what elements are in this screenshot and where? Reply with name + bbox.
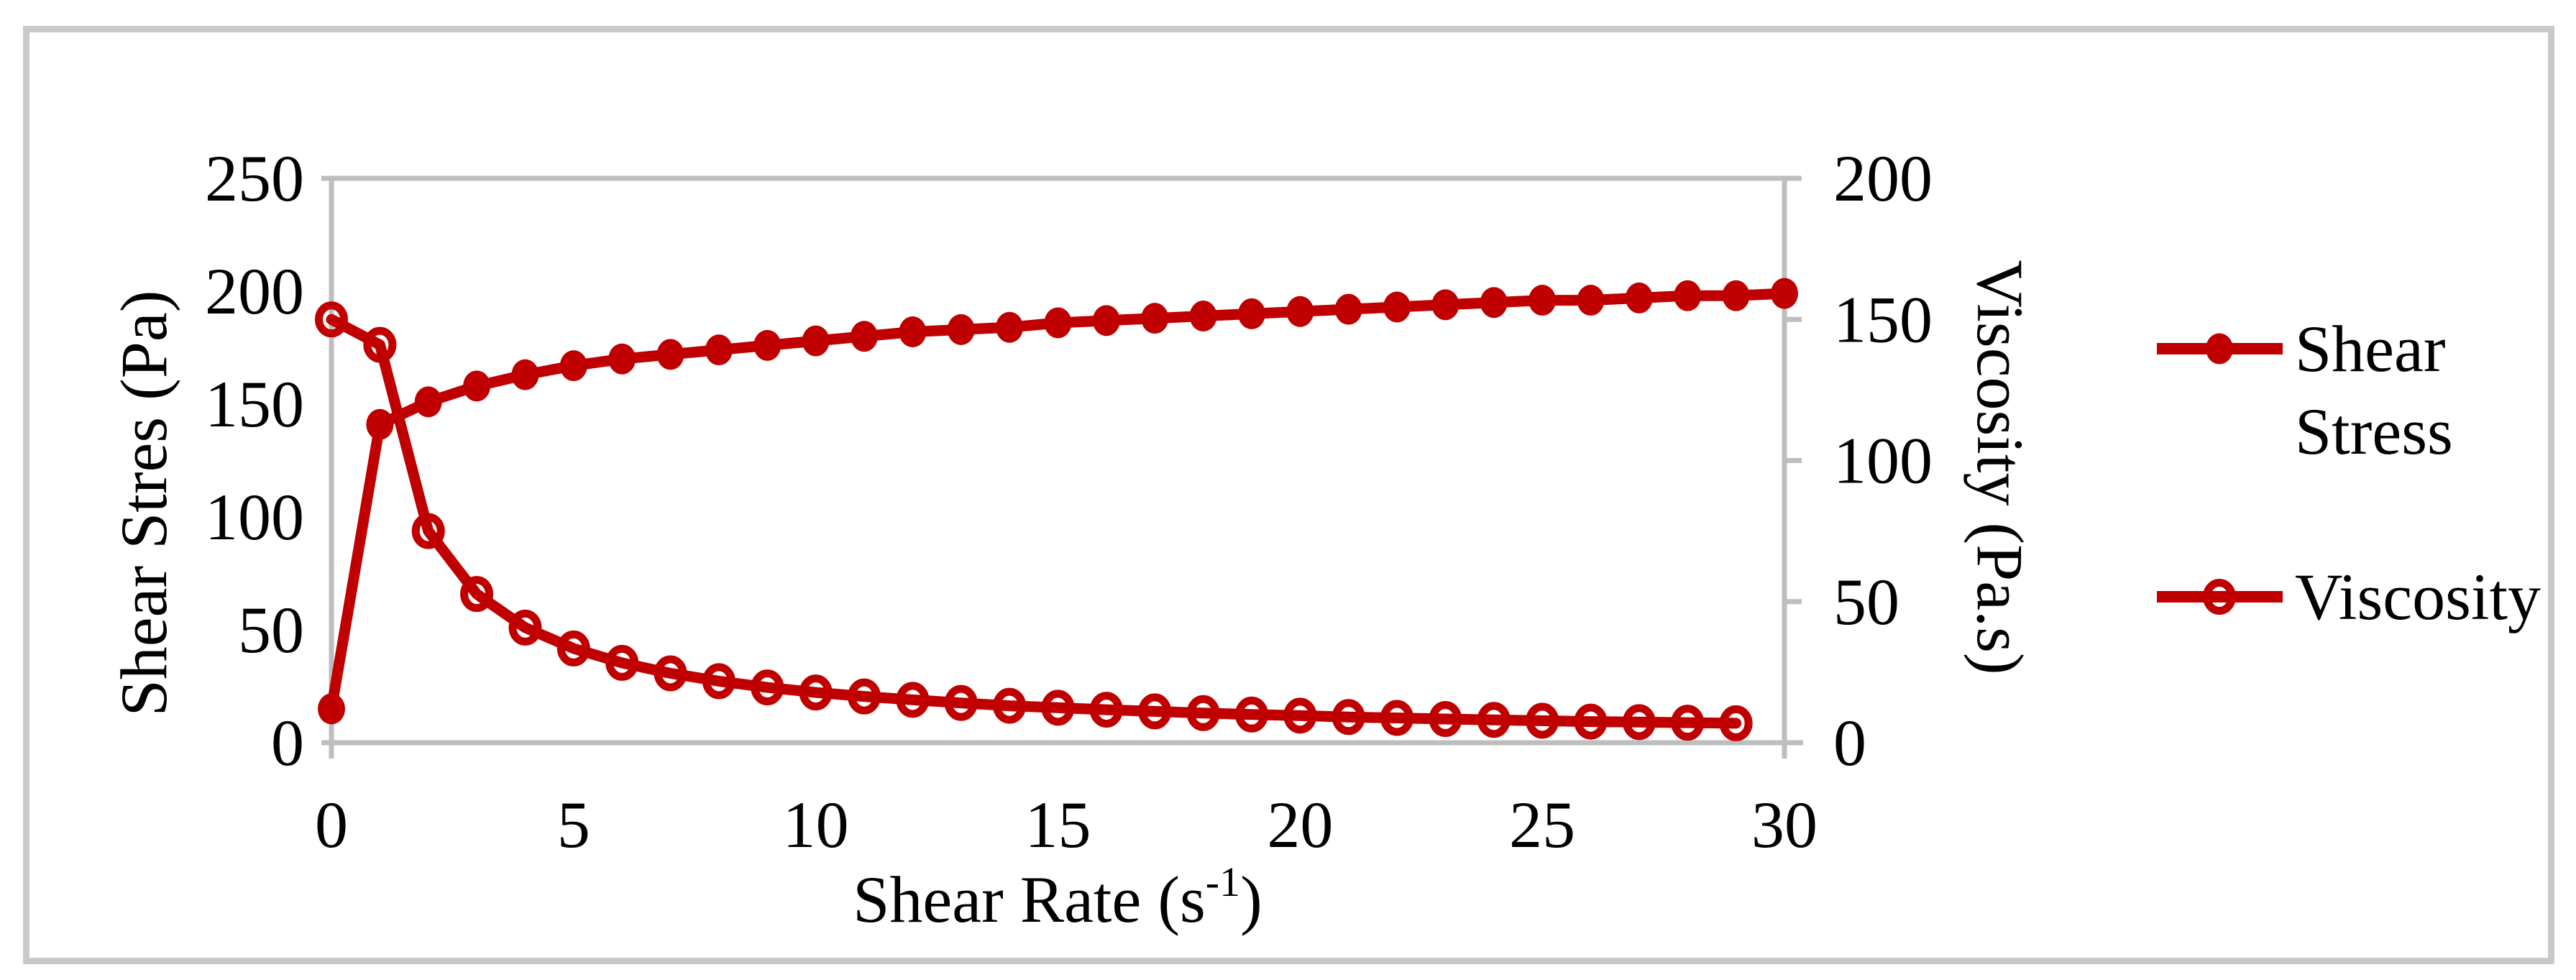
data-point-marker — [753, 329, 781, 361]
data-point-marker — [1577, 285, 1605, 316]
data-point-marker — [363, 326, 397, 363]
series-line — [326, 313, 1742, 729]
data-point-marker — [318, 693, 345, 725]
data-point-marker — [947, 313, 975, 345]
data-point-marker — [1719, 705, 1753, 741]
y-left-tick-label: 200 — [205, 255, 304, 328]
data-point-marker — [996, 311, 1024, 343]
x-tick-label: 15 — [1025, 788, 1091, 861]
series-shear-stress — [318, 278, 1798, 725]
data-point-marker — [705, 334, 733, 366]
legend-marker — [2203, 579, 2236, 615]
data-point-marker — [944, 684, 978, 721]
y-right-tick-label: 50 — [1833, 565, 1899, 638]
data-point-marker — [1286, 296, 1314, 327]
y-left-axis-title: Shear Stres (Pa) — [107, 290, 180, 717]
data-point-marker — [1380, 700, 1414, 736]
legend-marker — [2206, 333, 2233, 365]
data-point-marker — [1283, 697, 1317, 734]
data-point-marker — [1574, 703, 1608, 740]
data-point-marker — [366, 408, 394, 440]
data-point-marker — [1771, 278, 1798, 309]
legend-label: Shear Stress — [2295, 312, 2453, 468]
data-point-marker — [1138, 693, 1172, 730]
data-point-marker — [1237, 298, 1265, 329]
data-point-marker — [508, 609, 542, 646]
data-point-marker — [1044, 307, 1072, 339]
data-point-marker — [1674, 280, 1702, 311]
y-right-tick-label: 100 — [1833, 424, 1933, 498]
legend-label: Viscosity — [2295, 560, 2541, 633]
y-left-tick-label: 250 — [205, 142, 304, 215]
data-point-marker — [556, 630, 590, 667]
data-point-marker — [1477, 702, 1511, 738]
y-left-tick-label: 0 — [271, 706, 304, 779]
data-point-marker — [1671, 705, 1705, 741]
data-point-marker — [896, 682, 930, 718]
y-left-tick-label: 100 — [205, 480, 304, 554]
x-tick-label: 30 — [1751, 788, 1818, 861]
x-tick-label: 0 — [315, 788, 348, 861]
y-right-tick-label: 0 — [1833, 706, 1866, 779]
data-point-marker — [1141, 303, 1169, 334]
data-point-marker — [511, 359, 539, 390]
data-point-marker — [799, 674, 833, 711]
data-point-marker — [463, 370, 491, 402]
data-point-marker — [702, 663, 735, 700]
data-point-marker — [1234, 696, 1268, 733]
data-point-marker — [1092, 305, 1120, 336]
data-point-marker — [1334, 293, 1362, 325]
data-point-marker — [802, 325, 830, 357]
data-point-marker — [1189, 301, 1217, 332]
figure-border — [23, 26, 2554, 964]
series-line — [326, 288, 1790, 715]
data-point-marker — [993, 687, 1027, 724]
data-point-marker — [1622, 704, 1656, 741]
data-point-marker — [851, 321, 879, 352]
y-right-tick-label: 200 — [1833, 142, 1933, 215]
x-tick-label: 25 — [1509, 788, 1575, 861]
data-point-marker — [656, 339, 684, 370]
data-point-marker — [1041, 690, 1075, 726]
data-point-marker — [1526, 702, 1559, 739]
data-point-marker — [414, 386, 442, 418]
data-point-marker — [1528, 285, 1557, 316]
data-point-marker — [1625, 282, 1653, 313]
data-point-marker — [1383, 291, 1411, 323]
data-point-marker — [899, 316, 927, 348]
legend-item-viscosity: Viscosity — [2157, 560, 2541, 633]
data-point-marker — [848, 678, 881, 715]
data-point-marker — [411, 513, 445, 549]
data-point-marker — [559, 350, 587, 382]
data-point-marker — [315, 301, 348, 338]
data-point-marker — [1331, 699, 1365, 736]
x-tick-label: 10 — [783, 788, 849, 861]
data-point-marker — [1480, 287, 1508, 319]
series-viscosity — [315, 301, 1753, 741]
x-tick-label: 20 — [1267, 788, 1333, 861]
x-axis-title: Shear Rate (s-1) — [853, 858, 1262, 936]
data-point-marker — [460, 576, 494, 613]
data-point-marker — [1431, 289, 1459, 321]
data-point-marker — [1089, 692, 1123, 728]
data-point-marker — [1429, 701, 1462, 738]
data-point-marker — [654, 655, 687, 692]
data-point-marker — [751, 669, 784, 706]
data-point-marker — [608, 343, 636, 375]
y-left-tick-label: 50 — [238, 593, 304, 667]
data-point-marker — [1186, 695, 1220, 731]
plot-area-frame — [329, 175, 1787, 746]
legend-item-shear-stress: Shear Stress — [2157, 312, 2453, 468]
x-tick-label: 5 — [557, 788, 590, 861]
y-right-tick-label: 150 — [1833, 283, 1933, 356]
y-right-axis-title: Viscosity (Pa.s) — [1963, 260, 2037, 674]
data-point-marker — [1722, 280, 1750, 311]
data-point-marker — [605, 644, 639, 681]
y-left-tick-label: 150 — [205, 367, 304, 441]
